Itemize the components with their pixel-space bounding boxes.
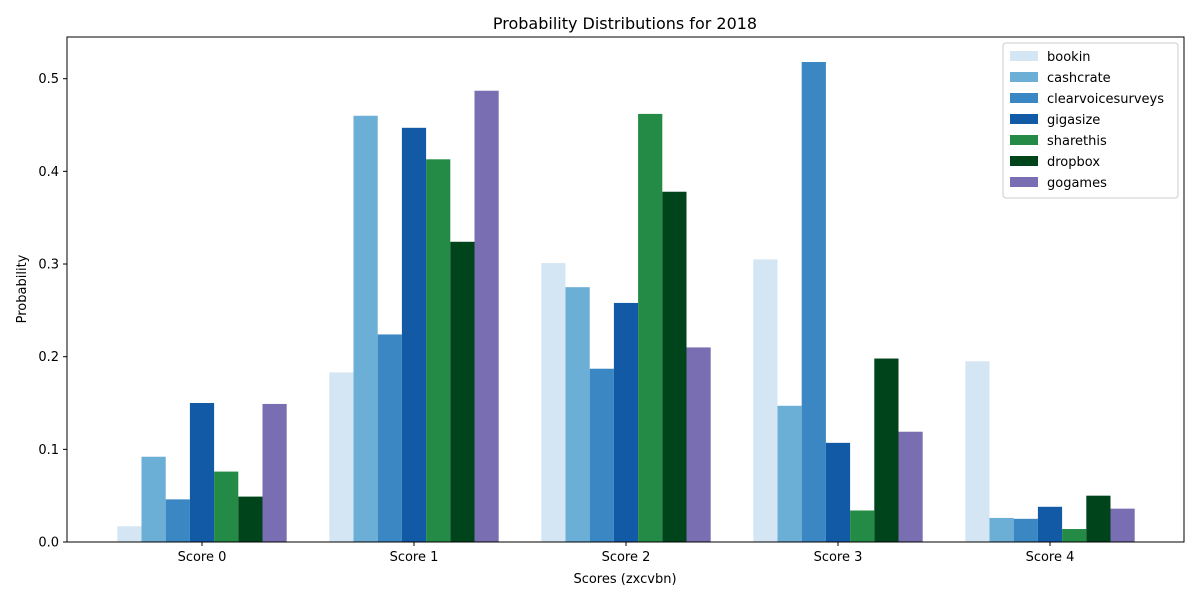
- bar-dropbox-4: [1086, 495, 1111, 542]
- y-axis-label: Probability: [15, 254, 30, 323]
- bar-clearvoicesurveys-0: [165, 499, 190, 542]
- legend-frame: [1002, 42, 1179, 199]
- x-axis: Score 0 Score 1 Score 2 Score 3 Score 4: [178, 542, 1075, 565]
- bar-gogames-1: [474, 90, 499, 543]
- legend-swatch-gogames: [1010, 177, 1038, 187]
- bar-gogames-3: [898, 431, 923, 542]
- bar-cashcrate-2: [565, 287, 590, 542]
- y-tick-label: 0.2: [38, 350, 59, 365]
- chart-title: Probability Distributions for 2018: [493, 14, 757, 33]
- y-tick-label: 0.0: [38, 536, 59, 551]
- bar-cashcrate-0: [141, 456, 166, 542]
- legend-label-clearvoicesurveys: clearvoicesurveys: [1047, 92, 1164, 107]
- legend-swatch-cashcrate: [1010, 72, 1038, 82]
- legend-swatch-sharethis: [1010, 135, 1038, 145]
- bar-sharethis-2: [638, 113, 663, 542]
- bar-gogames-2: [686, 347, 711, 542]
- bar-gogames-4: [1110, 508, 1135, 542]
- y-tick-label: 0.3: [38, 258, 59, 273]
- y-tick-label: 0.1: [38, 443, 59, 458]
- bar-clearvoicesurveys-4: [1013, 518, 1038, 542]
- bar-bookin-3: [753, 259, 778, 542]
- y-tick-label: 0.4: [38, 165, 59, 180]
- x-tick-label: Score 1: [390, 550, 439, 565]
- bars-group: [117, 62, 1135, 543]
- bar-bookin-2: [541, 263, 566, 542]
- bar-clearvoicesurveys-2: [589, 368, 614, 542]
- legend-swatch-dropbox: [1010, 156, 1038, 166]
- bar-gigasize-0: [189, 403, 215, 542]
- bar-gogames-0: [262, 403, 287, 542]
- bar-cashcrate-4: [989, 517, 1014, 542]
- bar-clearvoicesurveys-3: [801, 62, 826, 543]
- bar-bookin-1: [329, 372, 354, 542]
- legend-label-gigasize: gigasize: [1047, 113, 1100, 128]
- legend-swatch-gigasize: [1010, 114, 1038, 124]
- legend-swatch-clearvoicesurveys: [1010, 93, 1038, 103]
- bar-sharethis-1: [426, 159, 451, 542]
- legend-label-cashcrate: cashcrate: [1047, 71, 1111, 86]
- legend: bookin cashcrate clearvoicesurveys gigasize…: [1002, 42, 1179, 199]
- bar-clearvoicesurveys-1: [377, 334, 402, 542]
- bar-sharethis-0: [214, 471, 239, 542]
- bar-cashcrate-3: [777, 405, 802, 542]
- x-tick-label: Score 2: [602, 550, 651, 565]
- bar-gigasize-3: [825, 442, 851, 542]
- bar-sharethis-4: [1062, 529, 1087, 542]
- bar-gigasize-4: [1037, 506, 1063, 542]
- legend-label-sharethis: sharethis: [1047, 134, 1107, 149]
- y-tick-label: 0.5: [38, 72, 59, 87]
- y-axis: 0.0 0.1 0.2 0.3 0.4 0.5: [38, 72, 67, 551]
- x-axis-label: Scores (zxcvbn): [573, 572, 676, 587]
- x-tick-label: Score 0: [178, 550, 227, 565]
- bar-bookin-4: [965, 361, 990, 542]
- bar-dropbox-2: [662, 191, 687, 543]
- legend-swatch-bookin: [1010, 51, 1038, 61]
- bar-dropbox-0: [238, 496, 263, 542]
- bar-bookin-0: [117, 526, 142, 542]
- bar-dropbox-1: [450, 241, 475, 542]
- x-tick-label: Score 4: [1026, 550, 1075, 565]
- legend-label-bookin: bookin: [1047, 50, 1091, 65]
- x-tick-label: Score 3: [814, 550, 863, 565]
- bar-cashcrate-1: [353, 115, 378, 542]
- legend-label-gogames: gogames: [1047, 176, 1107, 191]
- bar-dropbox-3: [874, 358, 899, 542]
- bar-gigasize-1: [401, 127, 427, 542]
- bar-sharethis-3: [850, 510, 875, 542]
- bar-gigasize-2: [613, 302, 639, 542]
- legend-label-dropbox: dropbox: [1047, 155, 1100, 170]
